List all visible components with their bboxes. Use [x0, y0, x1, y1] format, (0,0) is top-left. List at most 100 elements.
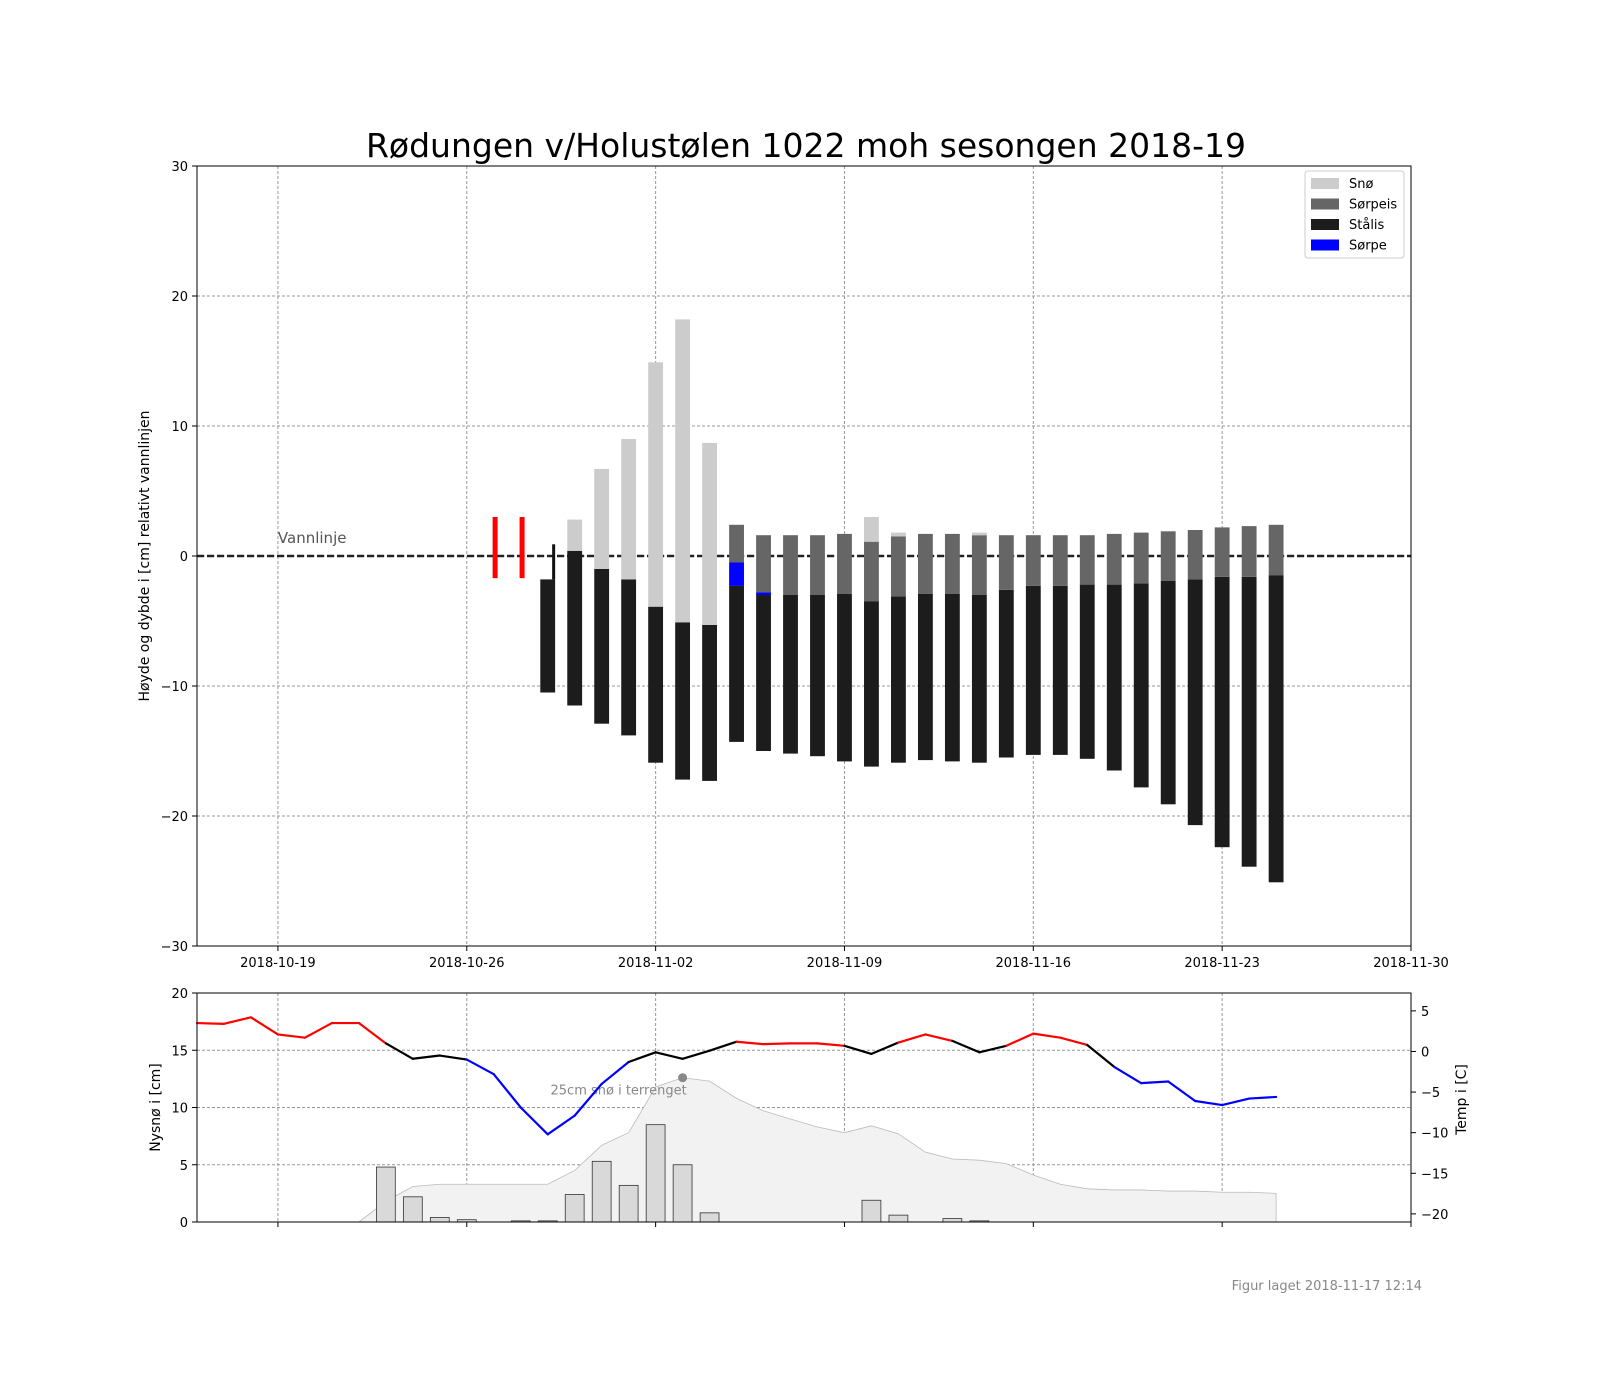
new-snow-bar	[618, 1184, 639, 1223]
ice-xtick-label: 2018-11-02	[618, 956, 694, 971]
stalis-bar	[1133, 583, 1149, 788]
sorpeis-bar	[1025, 535, 1041, 586]
sorpeis-bar	[971, 535, 987, 595]
ice-xtick-label: 2018-11-23	[1184, 956, 1260, 971]
temperature-segment	[1059, 1036, 1089, 1047]
stalis-bar	[864, 601, 879, 767]
sorpeis-bar	[810, 535, 825, 595]
snow-depth-area	[357, 1077, 1277, 1223]
new-snow-bar	[888, 1214, 909, 1223]
sno-bar	[702, 442, 717, 625]
stalis-bar	[998, 589, 1014, 758]
stalis-bar	[594, 569, 610, 724]
temperature-segment	[303, 1021, 333, 1039]
stalis-bar	[1214, 576, 1230, 848]
legend-swatch-stalis	[1311, 219, 1339, 230]
ice-ytick-label: −20	[161, 810, 188, 825]
temperature-segment	[411, 1054, 441, 1060]
temperature-segment	[1086, 1043, 1116, 1068]
ice-xtick-label: 2018-10-19	[240, 956, 316, 971]
new-snow-bar	[402, 1196, 423, 1223]
ice-ylabel: Høyde og dybde i [cm] relativt vannlinje…	[137, 410, 153, 701]
temperature-segment	[438, 1054, 468, 1061]
temperature-segment	[870, 1041, 900, 1056]
sorpeis-bar	[1187, 530, 1203, 580]
ice-xtick-label: 2018-11-16	[996, 956, 1072, 971]
sorpeis-bar	[1268, 524, 1284, 576]
legend-label-stalis: Stålis	[1349, 218, 1385, 233]
stalis-bar	[1079, 584, 1095, 759]
temperature-segment	[762, 1042, 792, 1046]
temperature-segment	[384, 1042, 414, 1060]
temperature-segment	[1005, 1032, 1035, 1047]
temperature-segment	[1194, 1099, 1224, 1107]
sorpeis-bar	[998, 535, 1014, 590]
temperature-segment	[1140, 1080, 1170, 1085]
temp-ylabel: Temp i [C]	[1454, 1064, 1470, 1136]
sorpeis-bar	[1160, 531, 1176, 581]
new-snow-bar	[861, 1199, 882, 1223]
figure-timestamp: Figur laget 2018-11-17 12:14	[1232, 1279, 1422, 1294]
sorpeis-bar	[864, 541, 879, 602]
temperature-segment	[978, 1044, 1008, 1054]
snow-ytick-label: 0	[180, 1216, 188, 1231]
sorpeis-bar	[756, 535, 771, 593]
sno-bar	[864, 517, 879, 542]
new-snow-bar	[672, 1164, 693, 1223]
snow-annotation-dot	[678, 1073, 688, 1083]
legend-swatch-sorpe	[1311, 239, 1339, 251]
sno-bar	[594, 468, 610, 569]
stalis-bar	[1025, 585, 1041, 755]
legend-swatch-sno	[1311, 178, 1339, 189]
stalis-bar	[675, 622, 691, 780]
ice-ytick-label: 10	[171, 420, 188, 435]
stalis-bar	[810, 595, 825, 757]
sorpeis-bar	[917, 533, 933, 594]
temp-ytick-label: −15	[1421, 1167, 1448, 1182]
sno-bar	[648, 362, 664, 607]
stalis-bar	[783, 595, 798, 754]
temperature-segment	[1221, 1097, 1251, 1107]
legend-label-sorpe: Sørpe	[1349, 239, 1387, 254]
snow-ytick-label: 15	[171, 1044, 188, 1059]
temperature-segment	[897, 1033, 927, 1044]
stalis-bar	[891, 596, 906, 763]
temperature-segment	[708, 1040, 738, 1052]
snow-ytick-label: 5	[180, 1159, 188, 1174]
snow-annotation-label: 25cm snø i terrenget	[551, 1084, 687, 1099]
sorpeis-bar	[1106, 533, 1122, 585]
sorpeis-bar	[944, 533, 960, 594]
temperature-segment	[1032, 1032, 1062, 1039]
temp-ytick-label: 0	[1421, 1045, 1429, 1060]
temperature-segment	[357, 1021, 387, 1045]
new-snow-bar	[591, 1160, 612, 1223]
legend-label-sno: Snø	[1349, 177, 1373, 192]
temp-ytick-label: −10	[1421, 1127, 1448, 1142]
stalis-bar	[1160, 580, 1176, 805]
temperature-segment	[600, 1060, 630, 1086]
stalis-bar	[917, 593, 933, 761]
legend-swatch-sorpeis	[1311, 198, 1339, 210]
sorpeis-bar	[1052, 535, 1068, 586]
ice-ytick-label: 20	[171, 290, 188, 305]
stalis-bar	[648, 606, 664, 763]
temperature-segment	[276, 1033, 307, 1039]
snow-ylabel: Nysnø i [cm]	[148, 1063, 164, 1152]
stalis-bar	[837, 593, 852, 762]
temperature-segment	[573, 1082, 603, 1117]
temperature-segment	[492, 1073, 522, 1109]
temperature-segment	[735, 1040, 765, 1046]
temp-ytick-label: 5	[1421, 1005, 1429, 1020]
sorpe-bar	[756, 592, 771, 595]
sno-bar	[567, 519, 583, 551]
ice-xtick-label: 2018-11-09	[807, 956, 883, 971]
temperature-segment	[816, 1042, 846, 1047]
temperature-segment	[843, 1044, 873, 1056]
temperature-segment	[951, 1039, 981, 1054]
stalis-bar	[567, 550, 583, 706]
stalis-bar	[702, 624, 717, 781]
temperature-segment	[222, 1016, 253, 1025]
chart-title: Rødungen v/Holustølen 1022 moh sesongen …	[366, 126, 1246, 165]
sno-bar	[971, 532, 987, 536]
sorpeis-bar	[729, 524, 744, 563]
